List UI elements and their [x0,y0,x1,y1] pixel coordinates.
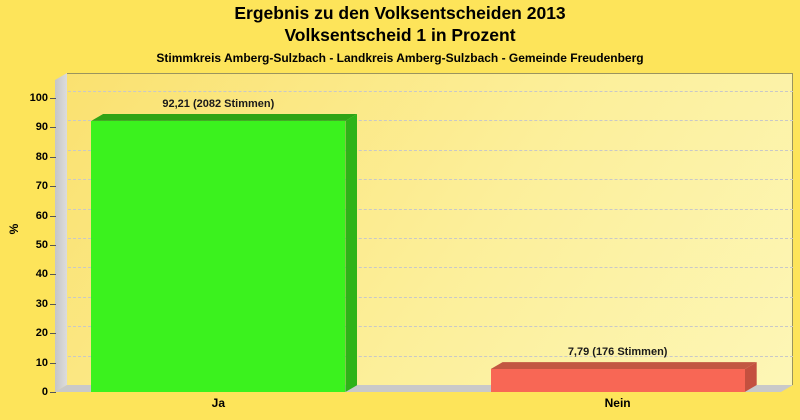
y-tick-mark-40 [50,274,56,276]
y-tick-label-70: 70 [35,180,48,193]
bar-value-label-nein: 7,79 (176 Stimmen) [567,346,668,359]
y-tick-label-40: 40 [35,268,48,281]
y-tick-mark-90 [50,127,56,129]
y-tick-label-20: 20 [35,327,48,340]
y-tick-mark-70 [50,186,56,188]
gridline-70 [68,179,793,181]
gridline-40 [68,267,793,269]
bar-ja-side-face [345,113,358,392]
bar-nein-front-face [490,369,745,392]
y-tick-label-100: 100 [29,92,48,104]
y-tick-mark-10 [50,362,56,364]
y-tick-label-80: 80 [35,150,48,163]
y-tick-label-0: 0 [41,386,48,398]
category-label-ja: Ja [211,396,226,410]
gridline-100 [68,91,793,92]
y-tick-label-90: 90 [35,121,48,134]
y-tick-mark-30 [50,303,56,305]
plot-floor-3d [55,385,793,392]
y-tick-mark-20 [50,333,56,335]
y-tick-mark-100 [50,98,56,99]
gridline-90 [68,120,793,122]
bar-nein-side-face [744,362,757,392]
y-tick-label-60: 60 [35,209,48,222]
chart-subtitle: Stimmkreis Amberg-Sulzbach - Landkreis A… [156,51,644,65]
y-tick-mark-50 [50,245,56,246]
gridline-30 [68,296,793,298]
bar-nein-top-face [490,362,757,370]
bar-ja-top-face [91,113,358,121]
y-tick-label-50: 50 [35,239,48,251]
bar-ja-front-face [91,120,346,392]
y-tick-mark-80 [50,156,56,158]
y-tick-label-30: 30 [35,297,48,310]
category-label-nein: Nein [604,396,631,410]
bar-value-label-ja: 92,21 (2082 Stimmen) [162,97,275,110]
gridline-80 [68,149,793,151]
gridline-50 [68,238,793,239]
chart-title-line1: Ergebnis zu den Volksentscheiden 2013 [234,3,566,23]
gridline-10 [68,355,793,357]
chart-title-line2: Volksentscheid 1 in Prozent [284,25,516,45]
gridline-60 [68,208,793,210]
y-tick-mark-60 [50,215,56,217]
plot-left-wall-3d [55,73,67,392]
gridline-20 [68,326,793,328]
y-tick-label-10: 10 [35,356,48,369]
y-tick-mark-0 [50,392,56,393]
